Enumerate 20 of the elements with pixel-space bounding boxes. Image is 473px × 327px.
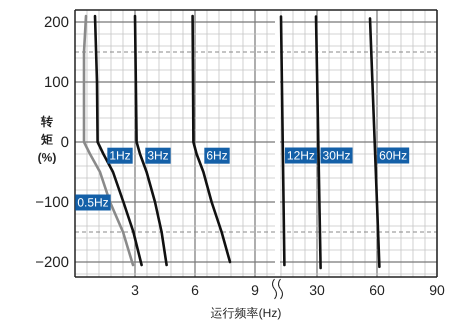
x-tick-label: 3 xyxy=(131,282,140,298)
series-label: 30Hz xyxy=(322,148,351,162)
y-tick-label: 0 xyxy=(60,134,69,151)
x-tick-label: 60 xyxy=(369,282,385,298)
y-axis-title: 转矩(%) xyxy=(38,114,56,164)
series-label: 60Hz xyxy=(379,148,408,162)
annotation: 0.5Hz xyxy=(77,196,109,210)
annotation: 6Hz xyxy=(206,148,228,163)
series-label: 12Hz xyxy=(286,148,315,162)
x-axis-title: 运行频率(Hz) xyxy=(210,306,282,320)
y-tick-label: −200 xyxy=(35,254,69,271)
x-tick-label: 9 xyxy=(251,282,260,298)
x-tick-label: 6 xyxy=(191,282,200,298)
x-tick-label: 90 xyxy=(429,282,445,298)
y-tick-label: −100 xyxy=(35,194,69,211)
annotation: 3Hz xyxy=(147,148,169,163)
x-tick-label: 30 xyxy=(309,282,325,298)
y-tick-label: 100 xyxy=(44,74,69,91)
annotation: 1Hz xyxy=(109,148,131,163)
y-tick-label: 200 xyxy=(44,14,69,31)
